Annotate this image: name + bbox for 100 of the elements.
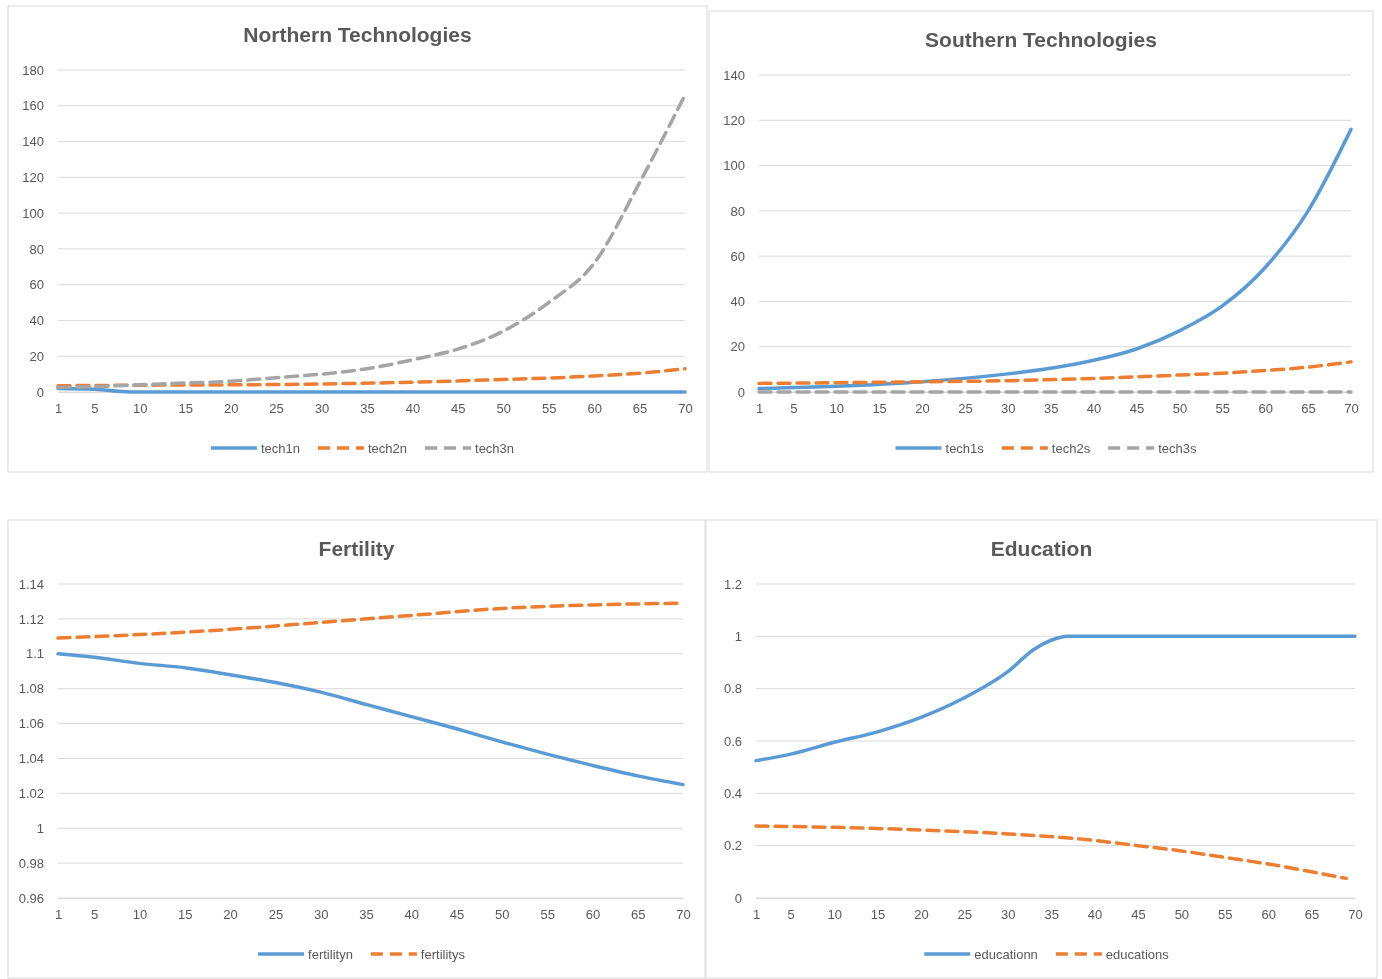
line-series [56, 366, 687, 388]
x-tick-label: 25 [958, 401, 973, 417]
y-tick-label: 1.12 [18, 611, 44, 627]
y-tick-label: 0.6 [723, 733, 742, 749]
y-tick-label: 1.04 [18, 751, 44, 767]
x-tick-label: 55 [540, 907, 555, 923]
y-tick-label: 1 [734, 628, 742, 644]
legend-label: tech3s [1158, 441, 1197, 456]
legend-label: fertilityn [308, 947, 353, 962]
y-tick-label: 20 [29, 348, 44, 364]
y-tick-label: 0 [737, 384, 745, 400]
x-tick-label: 60 [1258, 401, 1273, 417]
x-tick-label: 45 [1129, 401, 1145, 417]
x-tick-label: 45 [449, 907, 465, 923]
y-tick-label: 1.08 [18, 681, 44, 697]
x-tick-label: 30 [314, 401, 330, 417]
x-tick-label: 30 [1001, 401, 1016, 417]
chart-title: Northern Technologies [243, 23, 472, 46]
x-tick-label: 20 [223, 401, 239, 417]
y-tick-label: 0.96 [18, 890, 44, 906]
x-tick-label: 35 [1043, 401, 1059, 417]
y-tick-label: 120 [22, 169, 44, 185]
x-tick-label: 70 [676, 907, 691, 923]
y-tick-label: 60 [29, 277, 44, 293]
x-tick-label: 55 [1218, 907, 1233, 923]
x-tick-label: 1 [755, 401, 764, 417]
y-tick-label: 180 [22, 62, 44, 78]
x-tick-label: 65 [1301, 401, 1316, 417]
y-tick-label: 40 [730, 294, 745, 310]
legend-label: tech1s [945, 441, 985, 456]
y-tick-label: 1.14 [18, 576, 44, 592]
x-tick-label: 25 [957, 907, 973, 923]
legend-label: tech3n [475, 441, 515, 456]
x-tick-label: 20 [914, 907, 929, 923]
x-tick-label: 10 [132, 907, 148, 923]
y-tick-label: 1 [36, 820, 44, 836]
y-tick-label: 100 [723, 158, 745, 174]
x-tick-label: 35 [359, 907, 374, 923]
legend-label: educations [1105, 947, 1170, 962]
x-tick-label: 30 [313, 907, 329, 923]
y-tick-label: 160 [22, 98, 44, 114]
x-tick-label: 65 [632, 401, 648, 417]
legend-label: fertilitys [420, 947, 466, 962]
x-tick-label: 45 [451, 401, 466, 417]
x-tick-label: 60 [585, 907, 601, 923]
chart-title: Fertility [318, 537, 395, 560]
y-tick-label: 0.8 [723, 681, 742, 697]
y-tick-label: 20 [730, 339, 745, 355]
x-tick-label: 40 [1086, 401, 1102, 417]
x-tick-label: 65 [630, 907, 646, 923]
x-tick-label: 40 [405, 401, 421, 417]
y-tick-label: 0.4 [723, 785, 742, 801]
x-tick-label: 70 [1348, 907, 1363, 923]
x-tick-label: 65 [1304, 907, 1320, 923]
x-tick-label: 20 [223, 907, 238, 923]
x-tick-label: 35 [1044, 907, 1059, 923]
chart-title: Southern Technologies [925, 28, 1157, 51]
x-tick-label: 40 [404, 907, 419, 923]
y-tick-label: 0 [734, 890, 742, 906]
x-tick-label: 10 [133, 401, 148, 417]
y-tick-label: 40 [29, 313, 44, 329]
x-tick-label: 15 [870, 907, 886, 923]
line-series [757, 360, 1353, 386]
legend-label: tech2n [367, 441, 408, 456]
x-tick-label: 5 [787, 907, 795, 923]
y-tick-label: 1.02 [18, 785, 44, 801]
x-tick-label: 1 [54, 401, 63, 417]
y-tick-label: 0 [36, 384, 44, 400]
line-series [754, 824, 1349, 881]
x-tick-label: 55 [1215, 401, 1231, 417]
x-tick-label: 15 [872, 401, 887, 417]
y-tick-label: 140 [723, 67, 745, 83]
x-tick-label: 5 [91, 907, 99, 923]
line-series [757, 127, 1353, 391]
y-tick-label: 1.1 [25, 646, 44, 662]
y-tick-label: 0.98 [18, 855, 44, 871]
y-tick-label: 0.2 [723, 838, 742, 854]
x-tick-label: 60 [1261, 907, 1276, 923]
x-tick-label: 5 [790, 401, 798, 417]
x-tick-label: 15 [178, 907, 193, 923]
line-series [56, 652, 685, 787]
x-tick-label: 70 [1344, 401, 1359, 417]
y-tick-label: 100 [22, 205, 44, 221]
y-tick-label: 80 [730, 203, 745, 219]
x-tick-label: 25 [269, 401, 284, 417]
legend-label: tech1n [260, 441, 300, 456]
x-tick-label: 5 [91, 401, 99, 417]
y-tick-label: 1.06 [18, 716, 44, 732]
x-tick-label: 45 [1131, 907, 1146, 923]
legend-label: tech2s [1051, 441, 1091, 456]
x-tick-label: 1 [752, 907, 761, 923]
y-tick-label: 60 [730, 248, 745, 264]
x-tick-label: 60 [587, 401, 602, 417]
y-tick-label: 140 [22, 134, 44, 150]
y-tick-label: 120 [723, 112, 745, 128]
y-tick-label: 1.2 [723, 576, 742, 592]
x-tick-label: 50 [1174, 907, 1190, 923]
y-tick-label: 80 [29, 241, 44, 257]
x-tick-label: 50 [495, 907, 510, 923]
x-tick-label: 50 [1172, 401, 1188, 417]
